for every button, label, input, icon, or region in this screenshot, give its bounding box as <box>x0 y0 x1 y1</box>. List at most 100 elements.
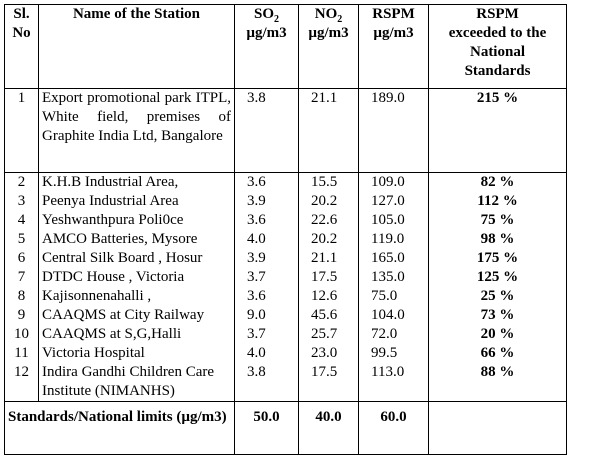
cell-so2: 3.6 <box>234 172 299 192</box>
cell-sl: 5 <box>4 230 39 249</box>
header-exceeded: RSPM exceeded to the National Standards <box>428 4 567 89</box>
table-row: 7 DTDC House , Victoria 3.7 17.5 135.0 1… <box>4 268 567 287</box>
cell-rspm: 127.0 <box>358 192 429 211</box>
table-row: 1 Export promotional park ITPL, White fi… <box>4 88 567 173</box>
table-body: 1 Export promotional park ITPL, White fi… <box>4 88 567 455</box>
cell-so2: 4.0 <box>234 230 299 249</box>
cell-exceeded: 20 % <box>428 325 567 344</box>
footer-so2: 50.0 <box>234 401 299 455</box>
footer-label: Standards/National limits (µg/m3) <box>4 401 235 455</box>
cell-exceeded: 66 % <box>428 344 567 363</box>
header-row: Sl. No Name of the Station SO2 µg/m3 NO2… <box>4 4 567 89</box>
cell-rspm: 119.0 <box>358 230 429 249</box>
header-no2-main: NO <box>314 6 338 22</box>
cell-station-name: Yeshwanthpura Poli0ce <box>38 211 235 230</box>
cell-sl: 8 <box>4 287 39 306</box>
cell-rspm: 72.0 <box>358 325 429 344</box>
cell-no2: 21.1 <box>298 249 359 268</box>
cell-exceeded: 215 % <box>428 88 567 173</box>
cell-no2: 17.5 <box>298 268 359 287</box>
header-exceeded-line1: RSPM <box>476 6 519 22</box>
table-row: 10 CAAQMS at S,G,Halli 3.7 25.7 72.0 20 … <box>4 325 567 344</box>
header-rspm-main: RSPM <box>372 6 415 22</box>
cell-station-name: AMCO Batteries, Mysore <box>38 230 235 249</box>
cell-station-name: Kajisonnenahalli , <box>38 287 235 306</box>
header-so2-unit: µg/m3 <box>246 25 287 41</box>
cell-sl: 4 <box>4 211 39 230</box>
cell-station-name: CAAQMS at City Railway <box>38 306 235 325</box>
header-no2: NO2 µg/m3 <box>298 4 359 89</box>
cell-rspm: 99.5 <box>358 344 429 363</box>
table-row: 4 Yeshwanthpura Poli0ce 3.6 22.6 105.0 7… <box>4 211 567 230</box>
cell-so2: 3.9 <box>234 192 299 211</box>
cell-so2: 3.6 <box>234 287 299 306</box>
header-so2-sub: 2 <box>274 14 279 25</box>
cell-station-name: Peenya Industrial Area <box>38 192 235 211</box>
table-row: 12 Indira Gandhi Children Care Institute… <box>4 363 567 402</box>
header-rspm: RSPM µg/m3 <box>358 4 429 89</box>
cell-exceeded: 75 % <box>428 211 567 230</box>
cell-so2: 3.7 <box>234 325 299 344</box>
cell-station-name: Central Silk Board , Hosur <box>38 249 235 268</box>
cell-so2: 3.7 <box>234 268 299 287</box>
header-so2: SO2 µg/m3 <box>234 4 299 89</box>
cell-no2: 22.6 <box>298 211 359 230</box>
cell-station-name: K.H.B Industrial Area, <box>38 172 235 192</box>
table-row: 5 AMCO Batteries, Mysore 4.0 20.2 119.0 … <box>4 230 567 249</box>
cell-sl: 11 <box>4 344 39 363</box>
cell-exceeded: 98 % <box>428 230 567 249</box>
cell-so2: 4.0 <box>234 344 299 363</box>
header-rspm-unit: µg/m3 <box>373 25 414 41</box>
cell-rspm: 75.0 <box>358 287 429 306</box>
cell-exceeded: 88 % <box>428 363 567 402</box>
table-row: 9 CAAQMS at City Railway 9.0 45.6 104.0 … <box>4 306 567 325</box>
station-air-quality-table: Sl. No Name of the Station SO2 µg/m3 NO2… <box>4 4 567 455</box>
cell-rspm: 109.0 <box>358 172 429 192</box>
header-sl-line1: Sl. <box>13 6 30 22</box>
header-exceeded-line3: National <box>469 44 525 60</box>
cell-station-name: Export promotional park ITPL, White fiel… <box>38 88 235 173</box>
cell-rspm: 113.0 <box>358 363 429 402</box>
cell-exceeded: 125 % <box>428 268 567 287</box>
cell-rspm: 105.0 <box>358 211 429 230</box>
cell-exceeded: 73 % <box>428 306 567 325</box>
cell-so2: 3.6 <box>234 211 299 230</box>
cell-exceeded: 112 % <box>428 192 567 211</box>
cell-exceeded: 175 % <box>428 249 567 268</box>
cell-exceeded: 25 % <box>428 287 567 306</box>
cell-no2: 15.5 <box>298 172 359 192</box>
cell-station-name-wrap: Indira Gandhi Children Care Institute (N… <box>38 363 235 402</box>
cell-sl: 2 <box>4 172 39 192</box>
cell-exceeded: 82 % <box>428 172 567 192</box>
cell-sl: 7 <box>4 268 39 287</box>
cell-no2: 20.2 <box>298 192 359 211</box>
table-row: 11 Victoria Hospital 4.0 23.0 99.5 66 % <box>4 344 567 363</box>
cell-sl: 3 <box>4 192 39 211</box>
header-no2-unit: µg/m3 <box>308 25 349 41</box>
cell-rspm: 189.0 <box>358 88 429 173</box>
cell-sl: 6 <box>4 249 39 268</box>
cell-so2: 3.8 <box>234 88 299 173</box>
header-sl-line2: No <box>12 25 31 41</box>
header-sl: Sl. No <box>4 4 39 89</box>
cell-station-name: CAAQMS at S,G,Halli <box>38 325 235 344</box>
cell-no2: 25.7 <box>298 325 359 344</box>
cell-so2: 3.9 <box>234 249 299 268</box>
cell-sl: 12 <box>4 363 39 402</box>
table-row: 6 Central Silk Board , Hosur 3.9 21.1 16… <box>4 249 567 268</box>
cell-no2: 45.6 <box>298 306 359 325</box>
cell-no2: 12.6 <box>298 287 359 306</box>
cell-no2: 20.2 <box>298 230 359 249</box>
footer-row: Standards/National limits (µg/m3) 50.0 4… <box>4 401 567 455</box>
cell-no2: 17.5 <box>298 363 359 402</box>
cell-so2: 9.0 <box>234 306 299 325</box>
footer-no2: 40.0 <box>298 401 359 455</box>
header-so2-main: SO <box>253 6 274 22</box>
cell-station-name: Indira Gandhi Children Care Institute (N… <box>42 364 215 399</box>
header-name: Name of the Station <box>38 4 235 89</box>
cell-no2: 23.0 <box>298 344 359 363</box>
header-exceeded-line4: Standards <box>464 63 531 79</box>
cell-sl: 1 <box>4 88 39 173</box>
table-row: 8 Kajisonnenahalli , 3.6 12.6 75.0 25 % <box>4 287 567 306</box>
data-table: Sl. No Name of the Station SO2 µg/m3 NO2… <box>4 4 567 455</box>
